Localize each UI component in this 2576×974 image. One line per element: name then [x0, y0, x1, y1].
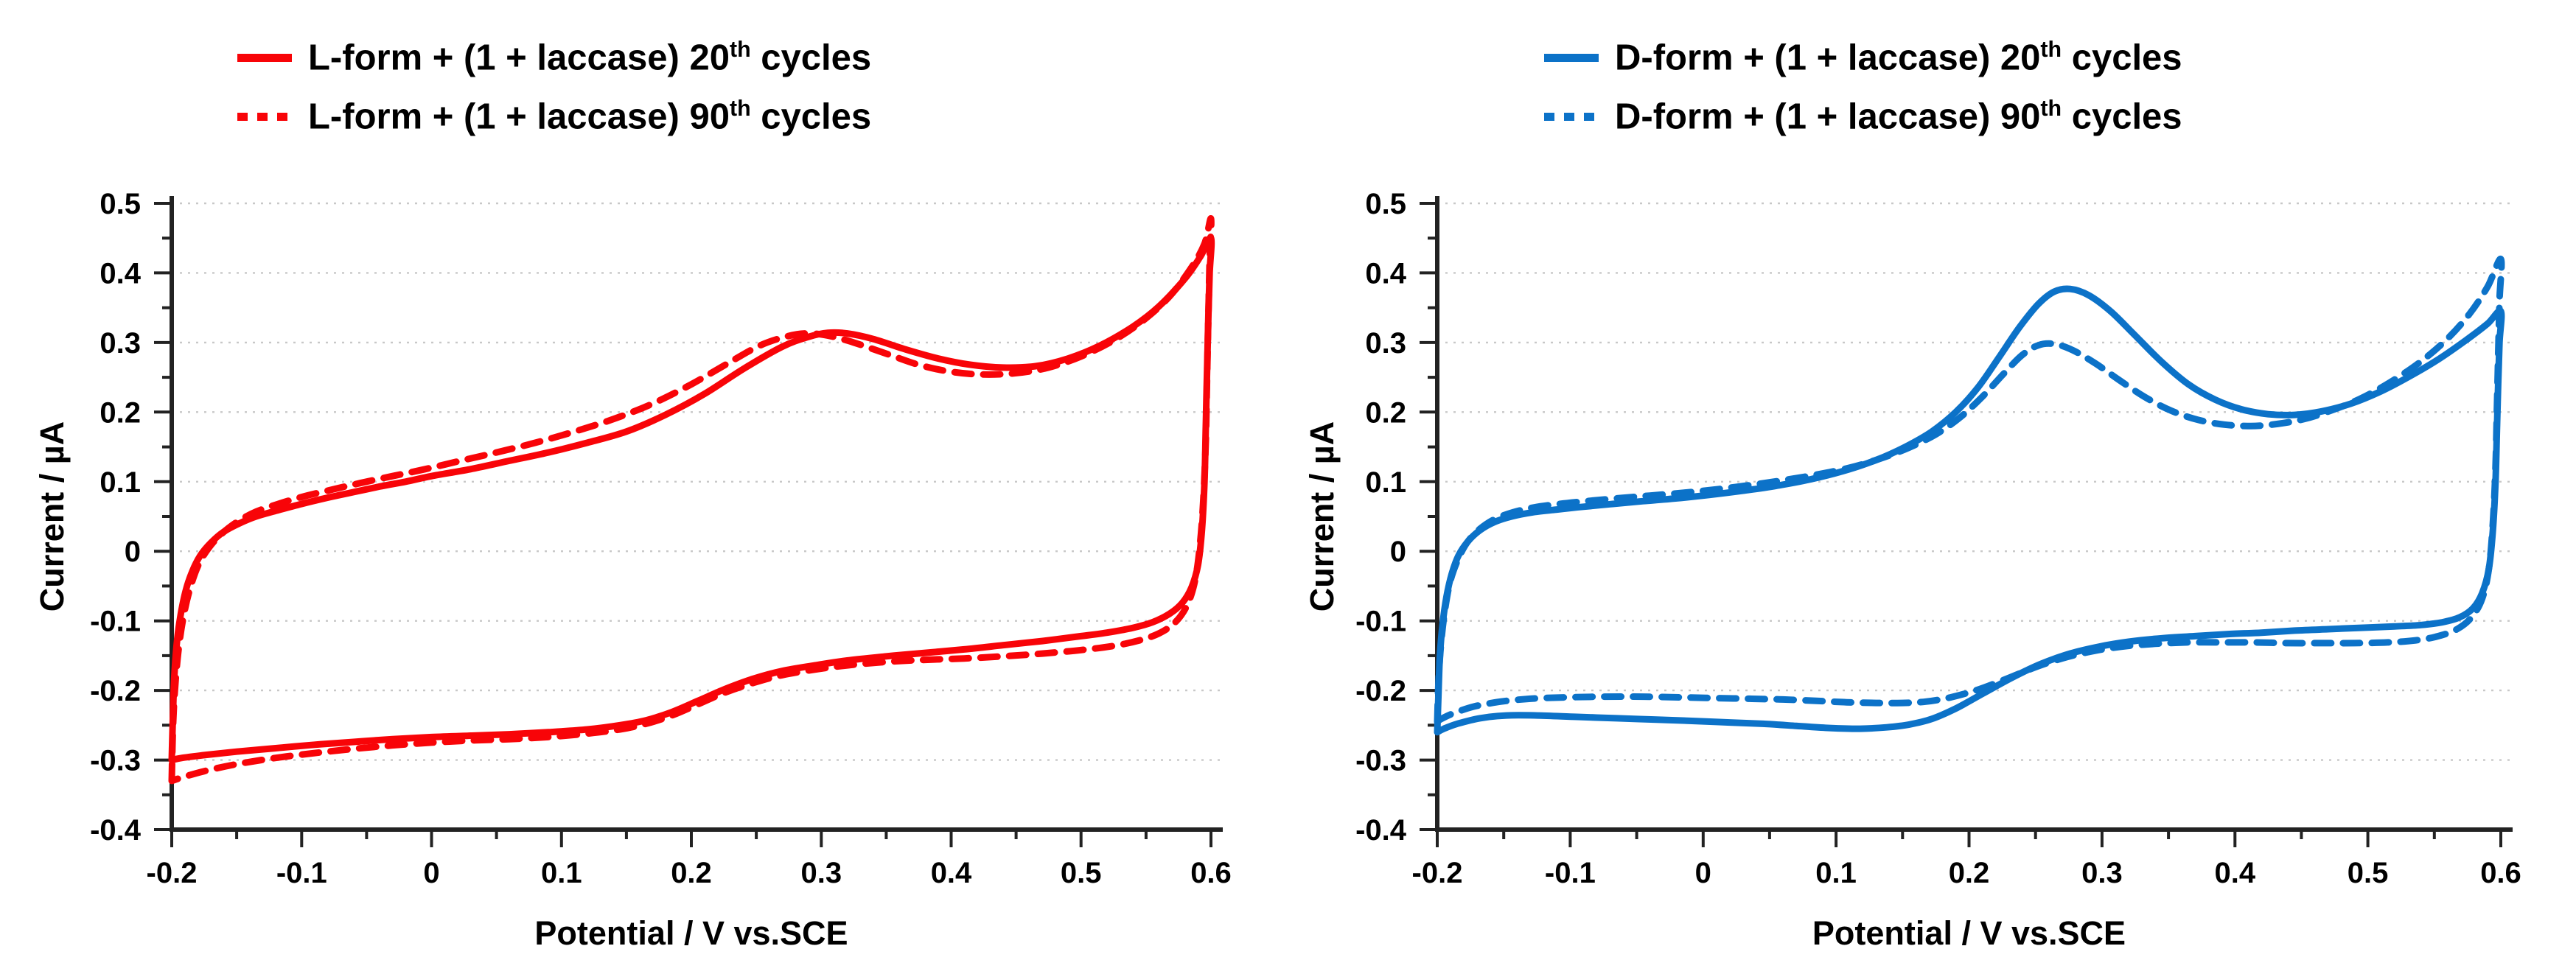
x-tick-label: -0.2 [1412, 857, 1463, 889]
legend-label-text: D-form + (1 + laccase) 20 [1615, 38, 2041, 78]
legend-dashed-line-icon [237, 112, 292, 121]
curve-d-form-1-laccase-90th-cycles [1434, 256, 2505, 726]
legend-label-text: cycles [750, 97, 872, 137]
legend-l-form: L-form + (1 + laccase) 20th cycles L-form… [237, 28, 871, 146]
cv-chart-l-form: 0.5 0.4 0.3 0.2 0.1 0 -0.1 -0.2 -0.3 -0.4 -0.2 -0.1… [33, 28, 1232, 952]
x-tick-label: 0.6 [2480, 857, 2521, 889]
curve-d-form-1-laccase-20th-cycles [1434, 285, 2505, 736]
y-tick-label: 0.4 [1365, 257, 1406, 290]
y-tick-label: -0.1 [90, 606, 141, 638]
y-tick-label: 0.2 [1365, 396, 1406, 429]
y-tick-label: 0 [125, 536, 141, 568]
legend-solid-line-icon [237, 53, 292, 62]
y-tick-label: -0.4 [90, 814, 142, 847]
y-tick-label: -0.3 [1355, 745, 1406, 777]
legend-label-superscript: th [2040, 37, 2062, 63]
legend-row-d-form-1-laccase-20th-cycles: D-form + (1 + laccase) 20th cycles [1544, 28, 2182, 87]
y-tick-label: -0.2 [1355, 675, 1406, 707]
legend-label-superscript: th [729, 37, 751, 63]
legend-d-form: D-form + (1 + laccase) 20th cycles D-form… [1544, 28, 2182, 146]
y-tick-label: 0.5 [100, 188, 141, 220]
legend-label-text: cycles [2062, 38, 2182, 78]
y-tick-label: 0.5 [1365, 188, 1406, 220]
legend-label: L-form + (1 + laccase) 90th cycles [308, 97, 871, 135]
legend-label: L-form + (1 + laccase) 20th cycles [308, 38, 871, 76]
x-tick-label: 0.6 [1190, 857, 1232, 889]
cv-chart-d-form: 0.5 0.4 0.3 0.2 0.1 0 -0.1 -0.2 -0.3 -0.4 -0.2 -0.1… [1288, 0, 2575, 974]
y-axis-title: Current / µA [1303, 421, 1341, 612]
legend-dashed-line-icon [1544, 112, 1599, 121]
y-tick-label: -0.3 [90, 745, 141, 777]
y-axis-title: Current / µA [33, 421, 71, 612]
x-axis-title: Potential / V vs.SCE [1812, 914, 2126, 952]
x-tick-label: 0.4 [931, 857, 972, 889]
y-tick-label: -0.4 [1355, 814, 1407, 847]
x-tick-label: -0.1 [1545, 857, 1596, 889]
y-tick-label: 0.2 [100, 396, 141, 429]
cv-plot-l-form: 0.50.40.30.20.10-0.1-0.2-0.3-0.4-0.2 -0.1… [33, 188, 1232, 952]
x-tick-label: 0.3 [800, 857, 842, 889]
legend-label-text: L-form + (1 + laccase) 90 [308, 97, 730, 137]
legend-row-l-form-1-laccase-20th-cycles: L-form + (1 + laccase) 20th cycles [237, 28, 871, 87]
legend-row-d-form-1-laccase-90th-cycles: D-form + (1 + laccase) 90th cycles [1544, 87, 2182, 146]
x-tick-label: 0.1 [541, 857, 582, 889]
curve-l-form-1-laccase-20th-cycles [168, 234, 1215, 764]
legend-label-text: cycles [2062, 97, 2182, 137]
x-tick-label: 0.2 [671, 857, 712, 889]
legend-row-l-form-1-laccase-90th-cycles: L-form + (1 + laccase) 90th cycles [237, 87, 871, 146]
y-tick-label: 0.3 [100, 327, 141, 360]
x-tick-label: 0.2 [1949, 857, 1990, 889]
y-tick-label: 0.3 [1365, 327, 1406, 360]
legend-label-text: cycles [750, 38, 872, 78]
cv-plot-d-form: 0.50.40.30.20.10-0.1-0.2-0.3-0.4-0.2 -0.1… [1303, 188, 2521, 952]
x-tick-label: 0.4 [2214, 857, 2255, 889]
legend-label-superscript: th [729, 96, 751, 122]
x-tick-label: -0.2 [147, 857, 198, 889]
x-tick-label: 0.3 [2081, 857, 2123, 889]
ticks [1420, 202, 2502, 847]
legend-label-text: L-form + (1 + laccase) 20 [308, 38, 730, 78]
legend-label: D-form + (1 + laccase) 90th cycles [1615, 97, 2182, 135]
x-tick-label: 0.1 [1815, 857, 1857, 889]
y-tick-label: -0.2 [90, 675, 141, 707]
y-tick-label: 0.4 [100, 257, 141, 290]
curve-l-form-1-laccase-90th-cycles [168, 215, 1215, 785]
x-tick-label: -0.1 [276, 857, 327, 889]
legend-label-text: D-form + (1 + laccase) 90 [1615, 97, 2041, 137]
x-tick-label: 0 [423, 857, 439, 889]
gridlines [1437, 202, 2511, 761]
x-tick-label: 0 [1695, 857, 1711, 889]
y-tick-label: 0.1 [1365, 466, 1406, 499]
gridlines [172, 202, 1221, 761]
legend-label-superscript: th [2040, 96, 2062, 122]
legend-label: D-form + (1 + laccase) 20th cycles [1615, 38, 2182, 76]
ticks [154, 202, 1212, 847]
x-axis-title: Potential / V vs.SCE [534, 914, 848, 952]
x-tick-label: 0.5 [2348, 857, 2389, 889]
y-tick-label: -0.1 [1355, 606, 1406, 638]
legend-solid-line-icon [1544, 53, 1599, 62]
x-tick-label: 0.5 [1061, 857, 1102, 889]
y-tick-label: 0.1 [100, 466, 141, 499]
y-tick-label: 0 [1390, 536, 1406, 568]
